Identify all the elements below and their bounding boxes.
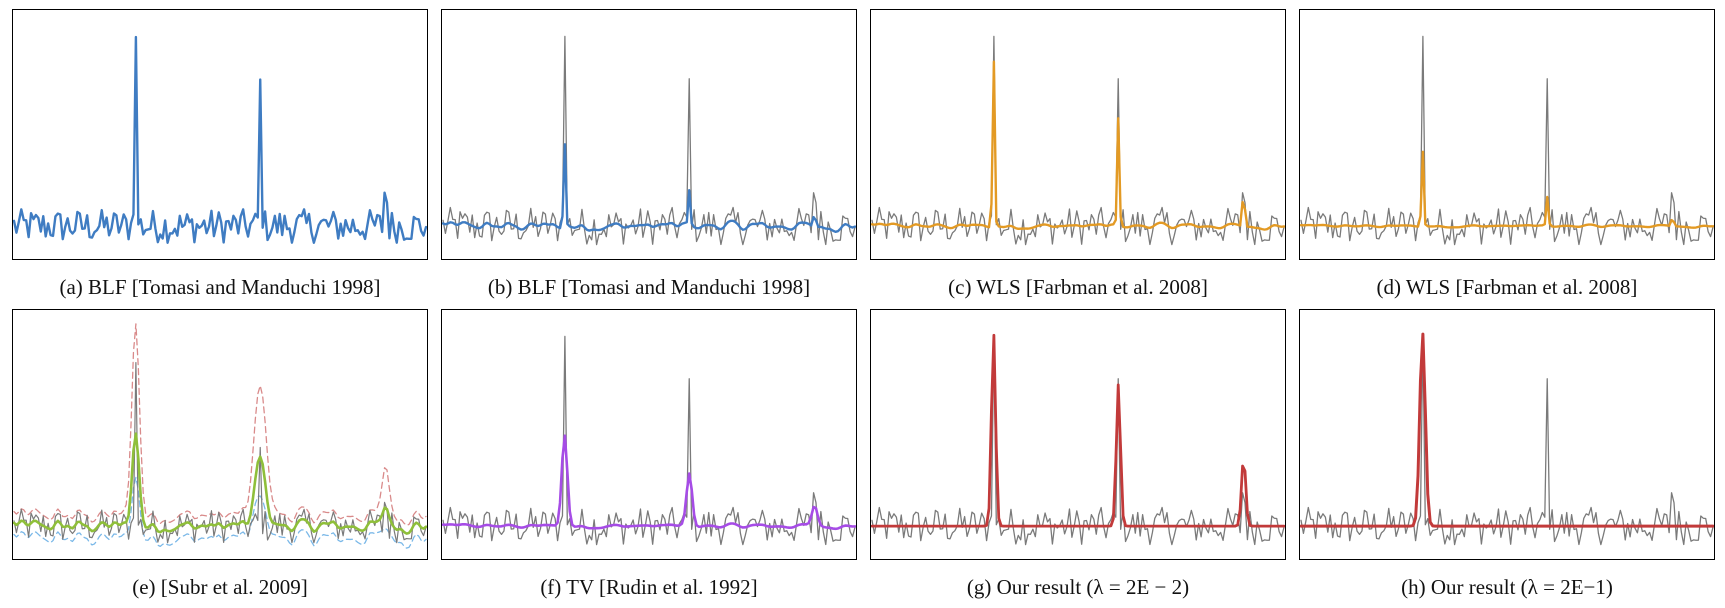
series-input-line-h	[1300, 335, 1714, 546]
series-input-line-c	[871, 35, 1285, 246]
plot-frame-g	[870, 309, 1286, 560]
plot-f	[442, 335, 856, 546]
plot-b	[442, 35, 856, 246]
series-input-line-e	[13, 361, 427, 544]
series-filtered-line-b	[442, 143, 856, 233]
plot-frame-e	[12, 309, 428, 560]
series-filtered-line-h	[1300, 332, 1714, 528]
series-filtered-line-f	[442, 434, 856, 531]
caption-e: (e) [Subr et al. 2009]	[132, 575, 308, 599]
plot-frame-d	[1299, 9, 1715, 260]
series-upper_envelope-line-e	[13, 323, 427, 526]
caption-c: (c) WLS [Farbman et al. 2008]	[948, 275, 1208, 299]
caption-a: (a) BLF [Tomasi and Manduchi 1998]	[59, 275, 381, 299]
plot-frame-b	[441, 9, 857, 260]
plot-frame-c	[870, 9, 1286, 260]
caption-h: (h) Our result (λ = 2E−1)	[1401, 575, 1613, 599]
plot-c	[871, 35, 1285, 246]
caption-g: (g) Our result (λ = 2E − 2)	[966, 575, 1190, 599]
series-input-line-d	[1300, 35, 1714, 246]
series-lower_envelope-line-e	[13, 476, 427, 549]
series-filtered-line-a	[13, 35, 427, 244]
plot-frame-h	[1299, 309, 1715, 560]
series-filtered-line-g	[871, 333, 1285, 528]
series-input-line-g	[871, 335, 1285, 546]
series-input-line-b	[442, 35, 856, 246]
plot-d	[1300, 35, 1714, 246]
series-filtered-line-d	[1300, 150, 1714, 229]
plot-h	[1300, 332, 1714, 546]
plot-g	[871, 333, 1285, 546]
plot-e	[13, 323, 427, 549]
plot-a	[13, 35, 427, 244]
caption-b: (b) BLF [Tomasi and Manduchi 1998]	[487, 275, 811, 299]
caption-f: (f) TV [Rudin et al. 1992]	[540, 575, 758, 599]
series-filtered-line-c	[871, 60, 1285, 231]
series-input-line-f	[442, 335, 856, 546]
plot-frame-f	[441, 309, 857, 560]
caption-d: (d) WLS [Farbman et al. 2008]	[1376, 275, 1638, 299]
series-filtered-line-e	[13, 432, 427, 535]
plot-frame-a	[12, 9, 428, 260]
